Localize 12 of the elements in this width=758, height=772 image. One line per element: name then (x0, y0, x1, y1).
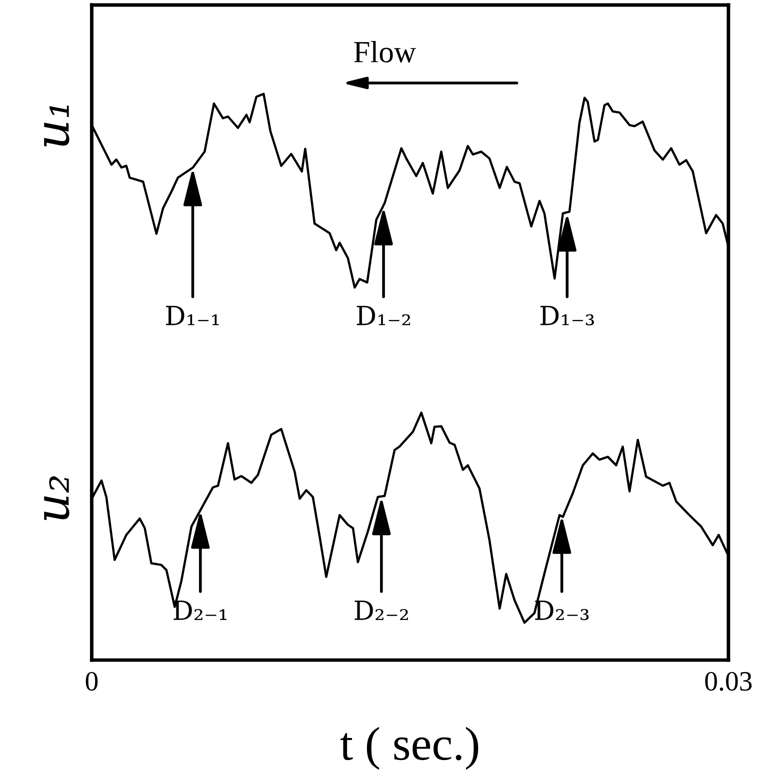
text: u₂ (44, 476, 70, 520)
x-tick-label: 0 (86, 672, 98, 691)
annotation: D₂₋₃ (535, 600, 589, 620)
annotation: D₁₋₁ (166, 306, 219, 326)
text: u₁ (44, 106, 70, 146)
annotation: D₂₋₁ (174, 600, 226, 620)
text: Flow (354, 40, 416, 62)
annotation: D₁₋₃ (540, 306, 594, 326)
annotation: D₂₋₂ (354, 600, 408, 620)
annotation: D₁₋₂ (356, 306, 410, 326)
x-tick-label: 0.03 (705, 672, 752, 691)
x-axis-title: t ( sec.) (340, 726, 478, 770)
